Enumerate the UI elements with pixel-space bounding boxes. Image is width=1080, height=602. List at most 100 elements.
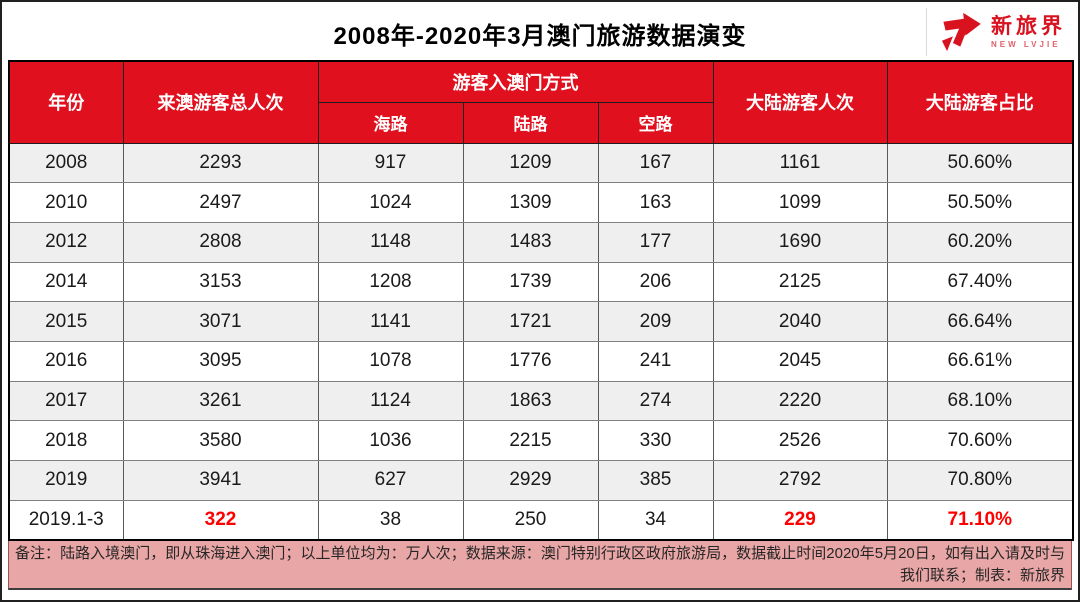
table-cell: 1036 <box>317 420 464 461</box>
table-row: 2016 3095 1078 1776 241 2045 66.61% <box>8 340 1074 382</box>
header-entry-mode-group: 游客入澳门方式 <box>317 60 714 103</box>
table-cell: 3261 <box>122 380 319 422</box>
table-cell: 2016 <box>8 340 124 382</box>
table-cell: 66.64% <box>886 301 1074 342</box>
header-land-route: 陆路 <box>462 101 599 144</box>
table-body: 2008 2293 917 1209 167 1161 50.60% 2010 2497 1024… <box>8 142 1074 541</box>
table-cell: 2010 <box>8 182 124 223</box>
header-air-route: 空路 <box>597 101 714 144</box>
table-row: 2019.1-3 322 38 250 34 229 71.10% <box>8 499 1074 541</box>
table-row: 2017 3261 1124 1863 274 2220 68.10% <box>8 380 1074 422</box>
logo-arrow-icon <box>941 12 981 52</box>
table-cell: 627 <box>317 460 464 501</box>
page-title: 2008年-2020年3月澳门旅游数据演变 <box>333 23 747 50</box>
header-year: 年份 <box>8 60 124 144</box>
header-mainland-share: 大陆游客占比 <box>886 60 1074 144</box>
table-cell: 2125 <box>712 261 888 303</box>
table-row: 2012 2808 1148 1483 177 1690 60.20% <box>8 221 1074 263</box>
table-cell: 2008 <box>8 142 124 184</box>
table-cell: 330 <box>597 420 714 461</box>
table-cell: 34 <box>597 499 714 541</box>
table-cell: 1209 <box>462 142 599 184</box>
table-cell: 2526 <box>712 420 888 461</box>
table-row: 2015 3071 1141 1721 209 2040 66.64% <box>8 301 1074 342</box>
table-cell: 1148 <box>317 221 464 263</box>
table-cell: 70.80% <box>886 460 1074 501</box>
logo-text: 新旅界 NEW LVJIE <box>991 16 1066 49</box>
logo-subtitle: NEW LVJIE <box>991 39 1061 49</box>
table-cell: 2015 <box>8 301 124 342</box>
table-cell: 1141 <box>317 301 464 342</box>
table-cell: 2040 <box>712 301 888 342</box>
table-cell: 50.50% <box>886 182 1074 223</box>
table-cell: 2808 <box>122 221 319 263</box>
table-cell: 2497 <box>122 182 319 223</box>
table-cell: 2014 <box>8 261 124 303</box>
table-cell: 1099 <box>712 182 888 223</box>
header-sea-route: 海路 <box>317 101 464 144</box>
table-cell: 66.61% <box>886 340 1074 382</box>
table-header: 年份 来澳游客总人次 游客入澳门方式 大陆游客人次 大陆游客占比 海路 陆路 空… <box>8 60 1074 144</box>
table-cell: 2293 <box>122 142 319 184</box>
table-cell: 3071 <box>122 301 319 342</box>
table-cell: 1309 <box>462 182 599 223</box>
table-cell: 3941 <box>122 460 319 501</box>
table-cell: 322 <box>122 499 319 541</box>
table-cell: 163 <box>597 182 714 223</box>
table-cell: 2012 <box>8 221 124 263</box>
table-cell: 2792 <box>712 460 888 501</box>
footer-note: 备注：陆路入境澳门，即从珠海进入澳门；以上单位均为：万人次；数据来源：澳门特别行… <box>8 540 1072 590</box>
table-cell: 60.20% <box>886 221 1074 263</box>
table-row: 2018 3580 1036 2215 330 2526 70.60% <box>8 420 1074 461</box>
table-cell: 1124 <box>317 380 464 422</box>
table-cell: 2019.1-3 <box>8 499 124 541</box>
table-cell: 2017 <box>8 380 124 422</box>
table-cell: 1721 <box>462 301 599 342</box>
table-cell: 67.40% <box>886 261 1074 303</box>
table-cell: 1776 <box>462 340 599 382</box>
table-cell: 3580 <box>122 420 319 461</box>
table-row: 2010 2497 1024 1309 163 1099 50.50% <box>8 182 1074 223</box>
table-cell: 177 <box>597 221 714 263</box>
table-cell: 385 <box>597 460 714 501</box>
table-cell: 229 <box>712 499 888 541</box>
table-cell: 71.10% <box>886 499 1074 541</box>
table-cell: 1024 <box>317 182 464 223</box>
table-cell: 2018 <box>8 420 124 461</box>
header-mainland-visitors: 大陆游客人次 <box>712 60 888 144</box>
table-row: 2014 3153 1208 1739 206 2125 67.40% <box>8 261 1074 303</box>
table-cell: 68.10% <box>886 380 1074 422</box>
table-cell: 1863 <box>462 380 599 422</box>
table-cell: 167 <box>597 142 714 184</box>
table-cell: 1161 <box>712 142 888 184</box>
logo-name: 新旅界 <box>991 14 1066 38</box>
table-cell: 70.60% <box>886 420 1074 461</box>
table-cell: 1690 <box>712 221 888 263</box>
table-cell: 1208 <box>317 261 464 303</box>
table-cell: 2220 <box>712 380 888 422</box>
table-cell: 38 <box>317 499 464 541</box>
table-cell: 241 <box>597 340 714 382</box>
table-row: 2019 3941 627 2929 385 2792 70.80% <box>8 460 1074 501</box>
header-total-visitors: 来澳游客总人次 <box>122 60 319 144</box>
table-cell: 917 <box>317 142 464 184</box>
table-cell: 2045 <box>712 340 888 382</box>
table-cell: 3153 <box>122 261 319 303</box>
table-cell: 1739 <box>462 261 599 303</box>
table-cell: 209 <box>597 301 714 342</box>
table-cell: 3095 <box>122 340 319 382</box>
table-cell: 1078 <box>317 340 464 382</box>
table-cell: 274 <box>597 380 714 422</box>
table-cell: 50.60% <box>886 142 1074 184</box>
logo: 新旅界 NEW LVJIE <box>926 8 1066 56</box>
table-cell: 2929 <box>462 460 599 501</box>
title-bar: 2008年-2020年3月澳门旅游数据演变 新旅界 NEW LVJIE <box>2 2 1078 60</box>
table-cell: 1483 <box>462 221 599 263</box>
table-cell: 250 <box>462 499 599 541</box>
table-cell: 2215 <box>462 420 599 461</box>
table-row: 2008 2293 917 1209 167 1161 50.60% <box>8 142 1074 184</box>
table-cell: 2019 <box>8 460 124 501</box>
data-table: 年份 来澳游客总人次 游客入澳门方式 大陆游客人次 大陆游客占比 海路 陆路 空… <box>8 60 1075 541</box>
table-cell: 206 <box>597 261 714 303</box>
